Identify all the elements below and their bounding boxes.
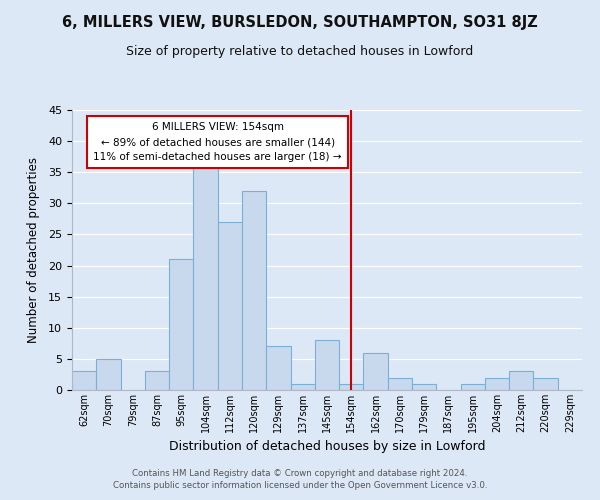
X-axis label: Distribution of detached houses by size in Lowford: Distribution of detached houses by size … <box>169 440 485 454</box>
Text: Contains HM Land Registry data © Crown copyright and database right 2024.
Contai: Contains HM Land Registry data © Crown c… <box>113 468 487 490</box>
Text: Size of property relative to detached houses in Lowford: Size of property relative to detached ho… <box>127 45 473 58</box>
Bar <box>169 260 193 390</box>
Bar <box>145 372 169 390</box>
Text: 6, MILLERS VIEW, BURSLEDON, SOUTHAMPTON, SO31 8JZ: 6, MILLERS VIEW, BURSLEDON, SOUTHAMPTON,… <box>62 15 538 30</box>
Bar <box>290 384 315 390</box>
Bar <box>485 378 509 390</box>
Bar <box>315 340 339 390</box>
Bar <box>533 378 558 390</box>
Bar <box>509 372 533 390</box>
Bar <box>461 384 485 390</box>
Bar <box>72 372 96 390</box>
Bar <box>218 222 242 390</box>
Bar <box>96 359 121 390</box>
Bar <box>193 160 218 390</box>
Bar <box>388 378 412 390</box>
Bar <box>364 352 388 390</box>
Bar <box>339 384 364 390</box>
Text: 6 MILLERS VIEW: 154sqm
← 89% of detached houses are smaller (144)
11% of semi-de: 6 MILLERS VIEW: 154sqm ← 89% of detached… <box>94 122 342 162</box>
Bar <box>412 384 436 390</box>
Bar <box>242 191 266 390</box>
Y-axis label: Number of detached properties: Number of detached properties <box>27 157 40 343</box>
Bar <box>266 346 290 390</box>
